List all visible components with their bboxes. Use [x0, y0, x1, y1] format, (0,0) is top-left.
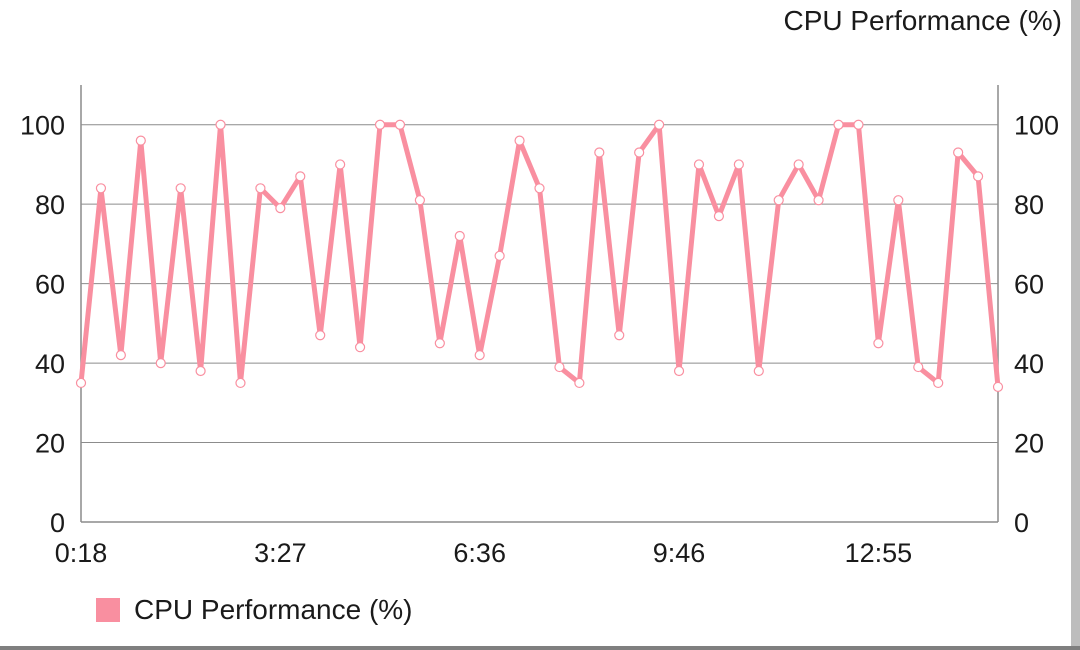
data-point — [634, 147, 645, 158]
y-tick-label-left: 80 — [35, 190, 65, 220]
series-line — [78, 122, 1001, 390]
data-point — [454, 230, 465, 242]
data-point — [155, 357, 166, 369]
data-point — [893, 195, 904, 206]
data-point — [693, 159, 705, 170]
chart-title: CPU Performance (%) — [783, 5, 1062, 36]
data-point — [614, 330, 625, 341]
data-point — [255, 183, 266, 194]
data-point — [315, 330, 326, 341]
vertical-scrollbar[interactable] — [1071, 0, 1080, 650]
data-point — [992, 381, 1004, 393]
data-point — [354, 342, 366, 353]
data-point — [534, 183, 545, 194]
data-point — [873, 338, 884, 349]
bottom-divider — [0, 646, 1080, 650]
data-point — [474, 350, 485, 361]
y-tick-label-right: 100 — [1014, 111, 1059, 141]
data-point — [95, 183, 107, 194]
series-group — [75, 119, 1004, 393]
data-point — [295, 171, 306, 182]
data-point — [394, 119, 406, 130]
data-point — [574, 377, 585, 389]
data-point — [933, 377, 944, 389]
data-point — [972, 171, 984, 182]
y-tick-label-left: 40 — [35, 349, 65, 379]
data-point — [175, 183, 186, 194]
data-point — [753, 365, 764, 377]
data-point — [75, 377, 87, 389]
y-tick-label-left: 60 — [35, 270, 65, 300]
y-tick-label-right: 60 — [1014, 270, 1044, 300]
data-point — [235, 377, 246, 389]
axes — [80, 85, 999, 523]
data-point — [135, 135, 146, 146]
data-point — [713, 211, 725, 222]
legend-swatch — [96, 598, 120, 622]
data-point — [115, 350, 126, 361]
x-tick-label: 6:36 — [453, 538, 506, 568]
y-tick-label-right: 0 — [1014, 508, 1029, 538]
data-point — [654, 119, 665, 130]
data-point — [275, 203, 286, 214]
data-point — [953, 147, 964, 158]
y-tick-label-right: 80 — [1014, 190, 1044, 220]
data-point — [913, 361, 924, 373]
data-point — [195, 365, 206, 377]
data-point — [374, 119, 386, 130]
y-tick-label-right: 20 — [1014, 429, 1044, 459]
y-tick-label-left: 100 — [20, 111, 65, 141]
data-point — [673, 365, 685, 377]
y-tick-label-right: 40 — [1014, 349, 1044, 379]
legend-label: CPU Performance (%) — [134, 594, 413, 625]
x-tick-labels: 0:18 3:27 6:36 9:46 12:55 — [55, 538, 912, 568]
y-tick-labels-left: 0 20 40 60 80 100 — [20, 111, 65, 538]
data-point — [813, 195, 824, 206]
data-point — [833, 119, 844, 130]
y-tick-label-left: 20 — [35, 429, 65, 459]
data-point — [773, 195, 784, 206]
data-point — [434, 338, 445, 349]
data-point — [414, 195, 425, 206]
y-tick-label-left: 0 — [50, 508, 65, 538]
data-point — [554, 361, 565, 373]
data-point — [514, 135, 525, 146]
x-tick-label: 0:18 — [55, 538, 108, 568]
data-point — [215, 119, 226, 130]
data-point — [853, 119, 864, 130]
data-point — [733, 159, 744, 170]
x-tick-label: 12:55 — [845, 538, 913, 568]
x-tick-label: 3:27 — [254, 538, 307, 568]
data-point — [335, 159, 346, 170]
y-tick-labels-right: 0 20 40 60 80 100 — [1014, 111, 1059, 538]
x-tick-label: 9:46 — [653, 538, 706, 568]
data-point — [594, 147, 605, 158]
data-point — [494, 250, 505, 261]
legend[interactable]: CPU Performance (%) — [96, 594, 413, 626]
data-point — [793, 159, 804, 170]
